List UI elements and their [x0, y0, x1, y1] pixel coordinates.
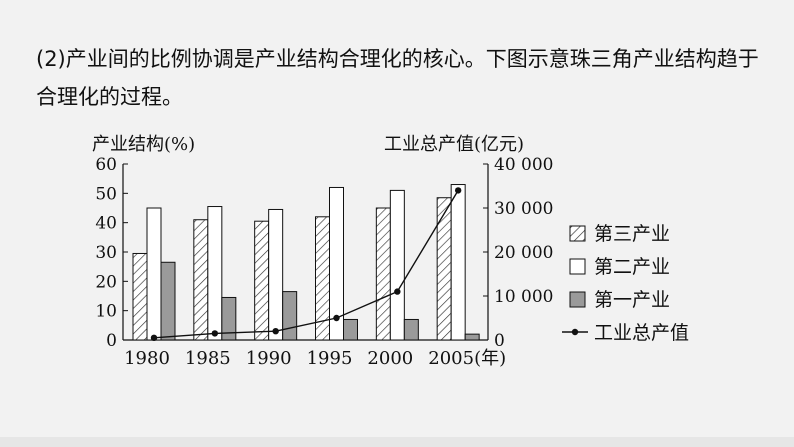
bar-white-1990 — [268, 208, 284, 341]
bar-white-2000 — [389, 189, 405, 341]
legend-swatch-gray — [569, 291, 586, 308]
bar-white-1980 — [146, 207, 162, 341]
output-point-1985 — [211, 330, 219, 337]
left-tick-label: 60 — [95, 155, 117, 175]
bar-gray-1985 — [221, 296, 237, 341]
axes: 0 10 20 30 40 50 60 0 10 000 20 000 30 000 40 000 产业… — [92, 134, 553, 369]
right-tick-label: 10 000 — [494, 287, 553, 307]
right-tick-label: 30 000 — [494, 199, 553, 219]
x-tick-label: 1980 — [124, 348, 170, 369]
output-line — [150, 187, 462, 341]
right-tick-label: 0 — [494, 331, 505, 351]
x-unit-label: (年) — [474, 348, 506, 369]
left-tick-label: 30 — [95, 243, 117, 263]
left-tick-label: 10 — [95, 302, 117, 322]
legend-swatch-white — [569, 258, 586, 275]
x-tick-label: 1990 — [246, 348, 292, 369]
output-point-2005 — [454, 187, 462, 194]
left-tick-label: 0 — [106, 331, 117, 351]
x-tick-label: 1995 — [307, 348, 353, 369]
right-tick-label: 40 000 — [494, 155, 553, 175]
bar-hatched-1990 — [254, 220, 270, 341]
left-axis-title: 产业结构(%) — [92, 134, 195, 155]
legend-label: 第一产业 — [594, 289, 670, 311]
question-text: (2)产业间的比例协调是产业结构合理化的核心。下图示意珠三角产业结构趋于合理化的… — [36, 47, 759, 109]
bar-white-1985 — [207, 206, 223, 341]
legend-label: 第三产业 — [594, 223, 670, 245]
legend-line-dot — [571, 328, 579, 336]
output-point-1980 — [150, 334, 158, 341]
left-tick-label: 40 — [95, 214, 117, 234]
bar-hatched-1980 — [132, 252, 148, 341]
bar-gray-1990 — [282, 291, 298, 341]
output-point-1990 — [272, 328, 279, 335]
right-axis-title: 工业总产值(亿元) — [384, 134, 524, 155]
legend-label: 第二产业 — [594, 256, 670, 278]
bar-white-2005 — [450, 184, 466, 341]
bar-gray-2000 — [403, 318, 419, 341]
bar-hatched-1985 — [193, 219, 209, 341]
left-tick-label: 20 — [95, 272, 117, 292]
bar-hatched-2005 — [436, 197, 452, 341]
x-tick-label: 2005 — [428, 348, 474, 369]
legend-swatch-hatched — [569, 225, 586, 242]
bar-hatched-2000 — [375, 207, 391, 341]
bar-gray-1980 — [160, 261, 176, 341]
left-tick-label: 50 — [95, 184, 117, 204]
legend-label: 工业总产值 — [594, 322, 689, 344]
x-tick-label: 1985 — [185, 348, 231, 369]
bars — [132, 184, 480, 341]
bar-gray-1995 — [343, 318, 358, 341]
output-point-2000 — [394, 288, 401, 295]
output-point-1995 — [333, 314, 340, 322]
bar-gray-2005 — [464, 333, 480, 341]
bar-white-1995 — [329, 186, 344, 341]
output-polyline — [153, 190, 459, 339]
x-tick-label: 2000 — [367, 348, 413, 369]
right-tick-label: 20 000 — [494, 243, 553, 263]
slide-footer-bar — [0, 437, 794, 447]
